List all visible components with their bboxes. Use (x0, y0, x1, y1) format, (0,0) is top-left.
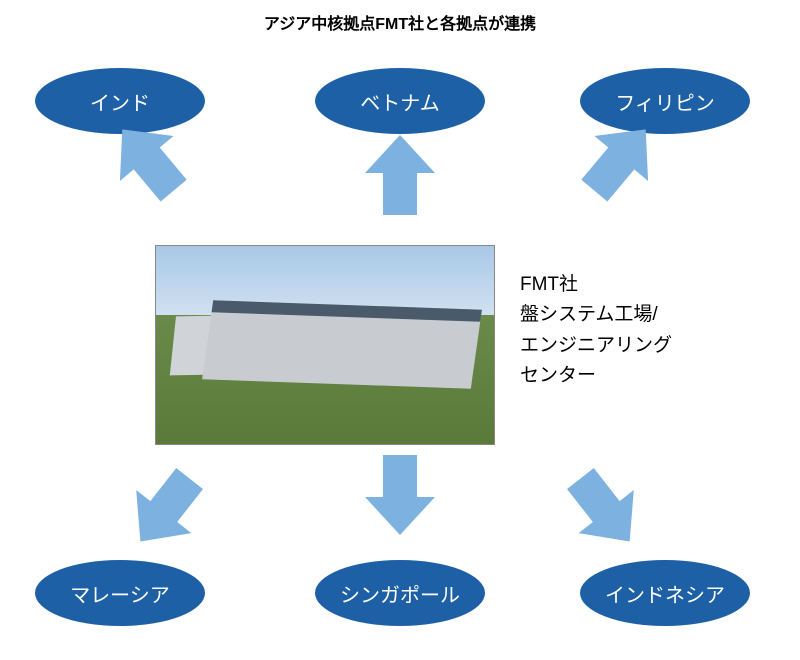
node-indonesia: インドネシア (580, 560, 750, 626)
node-vietnam: ベトナム (315, 68, 485, 134)
diagram-title: アジア中核拠点FMT社と各拠点が連携 (0, 10, 800, 34)
photo-building-front (202, 301, 482, 390)
caption-line: エンジニアリング (520, 331, 672, 361)
node-singapore: シンガポール (315, 560, 485, 626)
node-label: インドネシア (605, 579, 725, 608)
caption-line: センター (520, 361, 672, 391)
caption-line: FMT社 (520, 270, 672, 300)
arrow-to-vietnam (365, 135, 435, 215)
arrow-to-singapore (365, 455, 435, 535)
node-malaysia: マレーシア (35, 560, 205, 626)
caption-line: 盤システム工場/ (520, 300, 672, 330)
node-label: マレーシア (70, 579, 170, 608)
arrow-to-indonesia (553, 457, 657, 563)
node-label: インド (90, 87, 150, 116)
center-caption: FMT社 盤システム工場/ エンジニアリング センター (520, 270, 672, 392)
node-label: ベトナム (360, 87, 439, 116)
node-label: シンガポール (340, 579, 460, 608)
node-india: インド (35, 68, 205, 134)
arrow-to-malaysia (113, 457, 217, 563)
center-photo (155, 245, 495, 445)
node-label: フィリピン (615, 87, 715, 116)
